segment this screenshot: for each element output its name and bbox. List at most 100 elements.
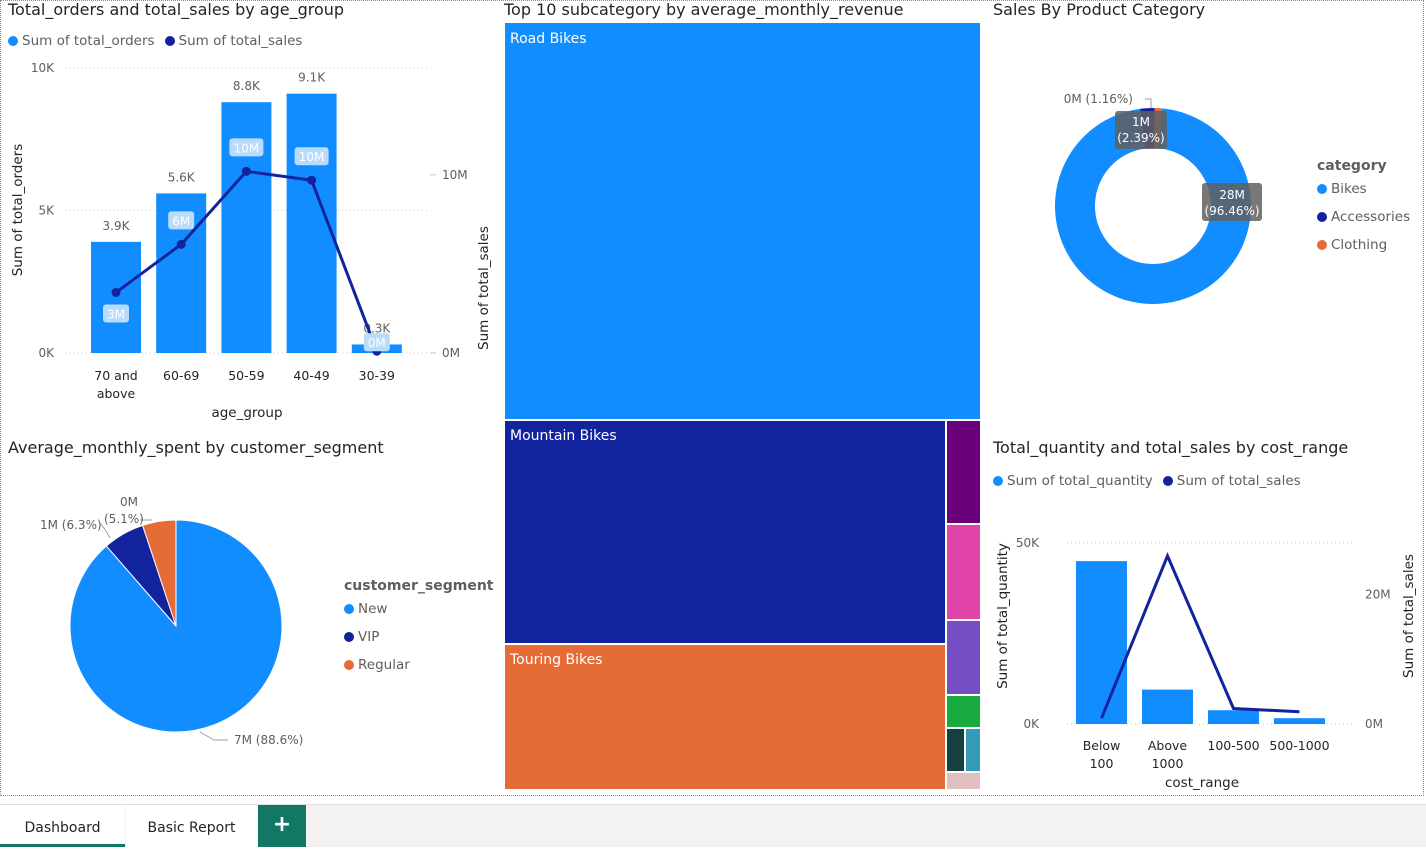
bar-total-quantity <box>1274 718 1325 724</box>
legend-dot <box>1317 184 1327 194</box>
y-tick-label: 50K <box>1016 536 1040 550</box>
x-tick-label: 100-500 <box>1207 738 1259 753</box>
legend-dot-orders <box>8 36 18 46</box>
treemap-tile-small-3[interactable] <box>946 620 981 695</box>
line-point <box>241 166 251 176</box>
sales-data-label: 10M <box>299 150 325 164</box>
donut-data-label: 1M <box>1132 115 1150 129</box>
legend-dot <box>1317 240 1327 250</box>
bar-data-label: 3.9K <box>103 219 131 233</box>
donut-data-label: 0M (1.16%) <box>1064 92 1133 106</box>
sales-data-label: 0M <box>368 336 386 350</box>
sales-by-category-visual[interactable]: Sales By Product Category 28M (96.46%) 1M (… <box>985 0 1425 320</box>
tile-label: Touring Bikes <box>510 652 603 668</box>
x-tick-label: 40-49 <box>293 368 329 383</box>
treemap-tile-small-7[interactable] <box>946 772 981 790</box>
treemap-tile-touring-bikes[interactable]: Touring Bikes <box>504 644 946 790</box>
legend-item-regular[interactable]: Regular <box>344 657 410 673</box>
x-tick-label: 50-59 <box>228 368 264 383</box>
pie-data-label: 7M (88.6%) <box>234 733 303 747</box>
sales-label-box <box>103 304 129 323</box>
tile-label: Road Bikes <box>510 31 587 47</box>
legend-item-orders: Sum of total_orders <box>22 33 155 49</box>
treemap-tile-small-4[interactable] <box>946 695 981 728</box>
tab-basic-report[interactable]: Basic Report <box>126 805 257 847</box>
treemap-tile-small-1[interactable] <box>946 420 981 524</box>
legend-label: VIP <box>358 629 380 645</box>
subcategory-treemap-visual[interactable]: Top 10 subcategory by average_monthly_re… <box>470 0 985 796</box>
category-donut-chart[interactable]: 28M (96.46%) 1M (2.39%) 0M (1.16%) <box>985 0 1425 320</box>
tab-dashboard[interactable]: Dashboard <box>0 805 125 847</box>
donut-data-label: (2.39%) <box>1117 131 1164 145</box>
x-axis-title: age_group <box>211 405 282 421</box>
visual-title: Average_monthly_spent by customer_segmen… <box>8 438 384 457</box>
legend-item-vip[interactable]: VIP <box>344 629 379 645</box>
y-axis-title: Sum of total_orders <box>10 144 26 277</box>
legend-item-bikes[interactable]: Bikes <box>1317 181 1367 197</box>
legend-item-quantity: Sum of total_quantity <box>1007 473 1153 489</box>
bar-data-label: 8.8K <box>233 79 261 93</box>
legend-dot-sales <box>1162 476 1173 486</box>
page-tab-bar: Dashboard Basic Report + <box>0 804 1426 847</box>
visual-title: Total_quantity and total_sales by cost_r… <box>993 438 1349 457</box>
pie-slice-regular <box>141 519 177 627</box>
legend-label: Regular <box>358 657 410 673</box>
treemap-tile-small-5[interactable] <box>946 728 965 772</box>
pie-data-label: 0M <box>120 495 138 509</box>
pie-data-label: 1M (6.3%) <box>40 518 102 532</box>
y2-tick-label: 0M <box>1365 717 1383 731</box>
y-tick-label: 0K <box>38 346 55 360</box>
legend-dot <box>1317 212 1327 222</box>
donut-slice-bikes <box>1055 108 1251 305</box>
sales-label-box <box>363 333 390 352</box>
orders-sales-by-age-visual[interactable]: Total_orders and total_sales by age_grou… <box>0 0 495 430</box>
leader-line <box>199 731 228 741</box>
legend-item-clothing[interactable]: Clothing <box>1317 237 1387 253</box>
legend-dot <box>344 660 354 670</box>
pie-data-label: (5.1%) <box>104 512 144 526</box>
add-page-button[interactable]: + <box>258 805 306 847</box>
chart-legend[interactable]: Sum of total_orders Sum of total_sales <box>8 33 302 49</box>
x-tick-label: 1000 <box>1152 756 1184 771</box>
y2-tick-label: 20M <box>1365 588 1391 602</box>
treemap-tile-small-6[interactable] <box>965 728 981 772</box>
x-tick-label: 30-39 <box>359 368 395 383</box>
visual-title: Top 10 subcategory by average_monthly_re… <box>504 0 904 19</box>
x-tick-label: Below <box>1083 738 1121 753</box>
legend-label: Accessories <box>1331 209 1411 225</box>
y2-axis-title: Sum of total_sales <box>1401 554 1417 678</box>
treemap-tile-small-2[interactable] <box>946 524 981 620</box>
donut-data-label: 28M <box>1219 188 1245 202</box>
x-tick-label: 70 and <box>94 368 137 383</box>
x-tick-label: 100 <box>1090 756 1114 771</box>
legend-dot-quantity <box>993 476 1003 486</box>
visual-title: Sales By Product Category <box>993 0 1206 19</box>
quantity-sales-by-cost-visual[interactable]: Total_quantity and total_sales by cost_r… <box>985 438 1425 793</box>
y2-tick-label: 10M <box>442 168 468 182</box>
legend-item-accessories[interactable]: Accessories <box>1317 209 1410 225</box>
sales-data-label: 6M <box>172 214 190 228</box>
bar-total-quantity <box>1208 710 1259 724</box>
treemap-tile-road-bikes[interactable]: Road Bikes <box>504 22 981 420</box>
visual-title: Total_orders and total_sales by age_grou… <box>8 0 345 19</box>
spent-by-segment-visual[interactable]: Average_monthly_spent by customer_segmen… <box>0 438 495 793</box>
segment-pie-chart[interactable]: 7M (88.6%) 1M (6.3%) 0M (5.1%) <box>0 438 495 793</box>
legend-dot-sales <box>164 36 175 46</box>
legend-label: New <box>358 601 388 617</box>
legend-item-new[interactable]: New <box>344 601 387 617</box>
sales-label-box <box>294 147 329 166</box>
chart-legend[interactable]: Sum of total_quantity Sum of total_sales <box>993 473 1301 489</box>
leader-line <box>100 523 111 539</box>
label-box <box>1202 183 1262 221</box>
line-point <box>307 175 317 185</box>
treemap-tile-mountain-bikes[interactable]: Mountain Bikes <box>504 420 946 644</box>
legend-dot <box>344 604 354 614</box>
age-group-combo-chart[interactable]: 10K 5K 0K 10M 0M Sum of total_orders 3.9K 70 an… <box>0 0 495 430</box>
legend-title: category <box>1317 158 1387 174</box>
line-point <box>111 287 121 297</box>
legend-title: customer_segment <box>344 578 494 594</box>
sales-data-label: 3M <box>107 307 125 321</box>
y-tick-label: 10K <box>31 61 55 75</box>
legend-label: Clothing <box>1331 237 1388 253</box>
